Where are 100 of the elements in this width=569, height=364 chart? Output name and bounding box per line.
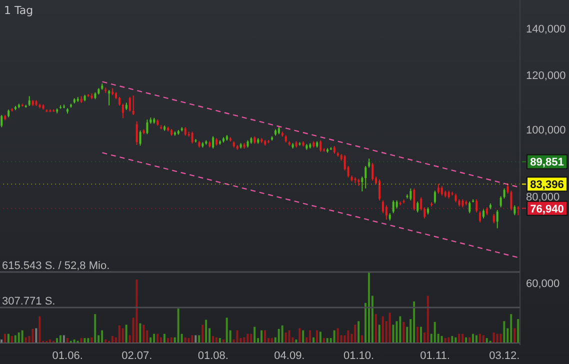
bar xyxy=(347,330,350,343)
candlestick xyxy=(476,198,478,213)
bar xyxy=(358,321,360,343)
candlestick xyxy=(437,183,440,194)
bar xyxy=(202,324,204,343)
bar xyxy=(198,335,200,343)
candlestick xyxy=(146,119,148,135)
bar xyxy=(382,316,384,343)
candlestick xyxy=(420,196,422,211)
bar xyxy=(38,316,41,343)
bar xyxy=(451,336,454,343)
chart-subtitle: 1 Tag xyxy=(4,4,34,17)
bar xyxy=(392,324,394,343)
bar xyxy=(84,338,86,343)
bar xyxy=(440,336,443,343)
bar xyxy=(517,319,520,343)
bar xyxy=(288,330,290,343)
y-tick-label: 100,000 xyxy=(526,124,566,137)
bar xyxy=(18,332,20,343)
candlestick xyxy=(496,210,498,229)
bar xyxy=(142,324,145,343)
bar xyxy=(153,334,156,343)
candlestick xyxy=(410,188,412,201)
bar xyxy=(374,314,377,343)
bar xyxy=(413,301,416,343)
bar xyxy=(361,335,364,343)
bar xyxy=(354,324,356,343)
candlestick xyxy=(517,206,520,216)
candlestick xyxy=(132,95,134,116)
candlestick xyxy=(320,140,322,152)
bar xyxy=(458,334,460,343)
bar xyxy=(472,334,474,343)
candlestick xyxy=(392,200,394,214)
bar xyxy=(56,338,58,343)
bar xyxy=(212,336,214,343)
candlestick xyxy=(416,201,419,213)
x-tick-label: 01.06. xyxy=(52,350,83,362)
candlestick xyxy=(382,200,384,214)
bar xyxy=(482,335,484,343)
bar xyxy=(503,321,506,343)
x-tick-label: 01.10. xyxy=(344,350,374,362)
candlestick xyxy=(385,204,388,220)
bar xyxy=(156,334,159,343)
ref-line-label: 307.771 S. xyxy=(2,295,56,308)
y-tick-label: 80,000 xyxy=(526,192,560,204)
bar xyxy=(80,338,82,343)
candlestick xyxy=(434,190,436,204)
y-tick-label: 140,000 xyxy=(526,24,566,36)
bar xyxy=(111,336,114,343)
bar xyxy=(388,312,391,343)
bar xyxy=(496,334,498,343)
candlestick xyxy=(503,188,506,199)
x-tick-label: 04.09. xyxy=(274,350,305,362)
ref-line-label: 83,396 xyxy=(530,179,564,192)
bar xyxy=(475,335,478,343)
candlestick xyxy=(482,208,484,219)
candlestick xyxy=(108,90,110,106)
bar xyxy=(281,325,284,343)
bar xyxy=(32,328,34,343)
bar xyxy=(319,332,322,343)
bar xyxy=(500,334,502,343)
bar xyxy=(118,325,120,343)
bar xyxy=(444,338,446,343)
bar xyxy=(254,326,256,343)
candlestick xyxy=(122,103,124,119)
candlestick xyxy=(492,213,495,224)
bar xyxy=(7,334,10,343)
x-tick-label: 01.08. xyxy=(198,350,228,362)
bar xyxy=(136,280,138,343)
ref-line-label: 615.543 S. / 52,8 Mio. xyxy=(2,260,110,272)
bar xyxy=(278,328,280,343)
bar xyxy=(298,328,301,343)
candlestick xyxy=(468,201,471,214)
bar xyxy=(246,334,249,343)
bar xyxy=(163,334,166,343)
x-tick-label: 01.11. xyxy=(420,350,450,362)
bar xyxy=(250,334,252,343)
bar xyxy=(66,338,68,343)
bar xyxy=(226,318,228,343)
candlestick xyxy=(0,114,3,128)
bar xyxy=(62,335,65,343)
candlestick xyxy=(212,136,214,150)
bar xyxy=(336,328,339,343)
bar xyxy=(270,338,273,343)
bar xyxy=(478,334,481,343)
bar xyxy=(302,330,304,343)
y-tick-label: 120,000 xyxy=(526,70,566,82)
candlestick xyxy=(128,96,131,112)
bar xyxy=(368,272,370,343)
ref-line-label: 89,851 xyxy=(530,156,564,169)
candlestick xyxy=(413,188,416,211)
bar xyxy=(510,314,512,343)
y-tick-label: 60,000 xyxy=(526,278,560,290)
bar xyxy=(514,328,516,343)
bar xyxy=(486,338,488,343)
bar xyxy=(166,338,169,343)
bar xyxy=(188,338,190,343)
x-tick-label: 03.12. xyxy=(489,350,520,362)
candlestick xyxy=(136,120,138,146)
bar xyxy=(122,328,124,343)
